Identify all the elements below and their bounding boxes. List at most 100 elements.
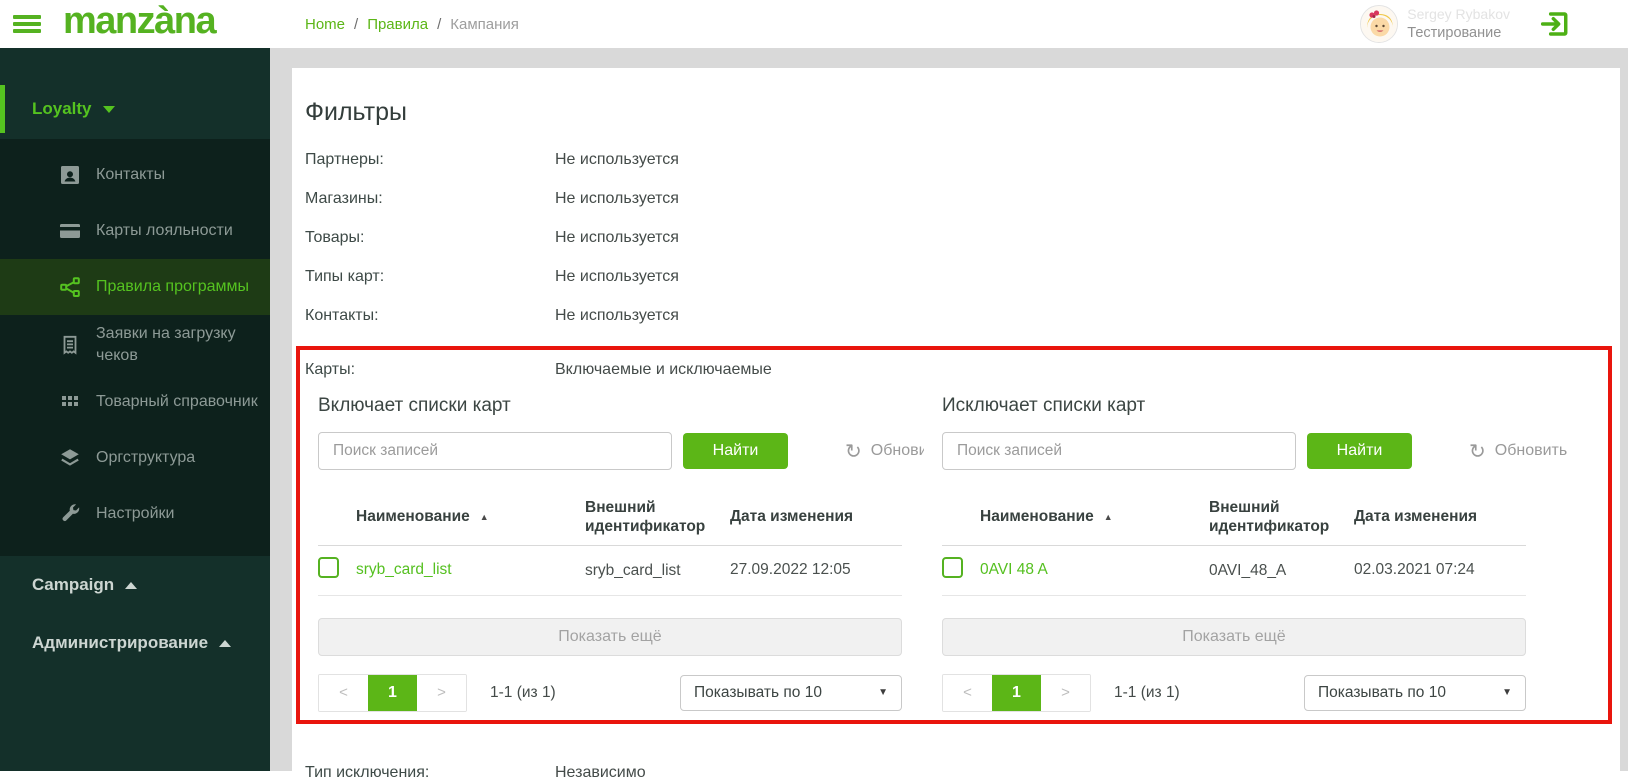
chevron-up-icon	[125, 581, 138, 589]
cell-modified: 27.09.2022 12:05	[730, 561, 851, 579]
filter-value: Не используется	[555, 307, 679, 324]
column-header-modified[interactable]: Дата изменения	[1354, 508, 1478, 526]
next-page-button[interactable]: >	[417, 674, 466, 711]
refresh-button[interactable]: ↻ Обновить	[1469, 439, 1567, 464]
sidebar-item-label: Настройки	[96, 505, 175, 523]
user-role: Тестирование	[1407, 24, 1502, 41]
grid-icon	[58, 390, 82, 414]
card-list-table: Наименование ▲ Внешний идентификатор Дат…	[318, 498, 902, 596]
column-header-name[interactable]: Наименование ▲	[980, 508, 1209, 526]
filter-value: Включаемые и исключаемые	[555, 361, 772, 378]
filter-row-partners: Партнеры: Не используется	[305, 151, 1612, 169]
row-checkbox[interactable]	[318, 557, 339, 579]
card-list-link[interactable]: 0AVI 48 A	[980, 561, 1048, 579]
next-page-button[interactable]: >	[1041, 674, 1090, 711]
breadcrumb-rules[interactable]: Правила	[367, 15, 429, 33]
prev-page-button[interactable]: <	[943, 674, 992, 711]
user-zone[interactable]: Sergey Rybakov Тестирование	[1360, 5, 1510, 43]
search-input[interactable]	[318, 432, 672, 470]
hamburger-menu-icon[interactable]	[13, 13, 41, 35]
filter-label: Товары:	[305, 229, 365, 246]
row-checkbox[interactable]	[942, 557, 963, 579]
breadcrumb: Home / Правила / Кампания	[270, 16, 1360, 33]
prev-page-button[interactable]: <	[319, 674, 368, 711]
find-button[interactable]: Найти	[1307, 433, 1412, 469]
highlight-box: Карты: Включаемые и исключаемые Включает…	[296, 346, 1612, 724]
search-input[interactable]	[942, 432, 1296, 470]
card-list-link[interactable]: sryb_card_list	[356, 561, 452, 579]
contact-card-icon	[58, 163, 82, 187]
sidebar-item-settings[interactable]: Настройки	[0, 486, 270, 542]
sidebar-section-campaign[interactable]: Campaign	[0, 556, 270, 614]
includes-card-lists-panel: Включает списки карт Найти ↻ Обновить	[318, 381, 924, 712]
page-title: Фильтры	[305, 98, 407, 126]
card-list-panels: Включает списки карт Найти ↻ Обновить	[305, 381, 1608, 712]
chevron-down-icon	[102, 105, 115, 113]
filter-label: Контакты:	[305, 307, 379, 324]
table-header-row: Наименование ▲ Внешний идентификатор Дат…	[318, 498, 902, 546]
page-size-value: Показывать по 10	[694, 683, 822, 701]
find-button[interactable]: Найти	[683, 433, 788, 469]
sidebar-item-label: Карты лояльности	[96, 222, 233, 240]
sidebar-item-product-catalog[interactable]: Товарный справочник	[0, 374, 270, 430]
brand-zone: manzàna	[0, 2, 270, 46]
column-header-label: Наименование	[980, 508, 1094, 526]
main-content: Фильтры Партнеры: Не используется Магази…	[270, 48, 1628, 781]
sidebar-section-loyalty[interactable]: Loyalty	[0, 85, 270, 133]
column-header-modified[interactable]: Дата изменения	[730, 508, 854, 526]
sidebar-section-administration[interactable]: Администрирование	[0, 614, 270, 672]
current-page-button[interactable]: 1	[368, 674, 417, 711]
sidebar-section-label: Администрирование	[32, 633, 209, 653]
show-more-button[interactable]: Показать ещё	[318, 617, 902, 656]
pagination: < 1 > 1-1 (из 1) Показывать по 10 ▼	[942, 673, 1526, 712]
logout-icon[interactable]	[1538, 8, 1570, 40]
card-list-table: Наименование ▲ Внешний идентификатор Дат…	[942, 498, 1526, 596]
column-header-name[interactable]: Наименование ▲	[356, 508, 585, 526]
receipt-icon	[58, 333, 82, 357]
filter-label: Тип исключения:	[305, 763, 430, 781]
sidebar-item-contacts[interactable]: Контакты	[0, 147, 270, 203]
filter-value: Не используется	[555, 229, 679, 246]
sidebar-submenu: Контакты Карты лояльности Правила програ…	[0, 139, 270, 557]
credit-card-icon	[58, 219, 82, 243]
filter-value: Не используется	[555, 268, 679, 285]
chevron-up-icon	[219, 639, 232, 647]
filter-label: Магазины:	[305, 190, 383, 207]
app-logo: manzàna	[63, 0, 217, 42]
table-row: sryb_card_list sryb_card_list 27.09.2022…	[318, 546, 902, 596]
cell-modified: 02.03.2021 07:24	[1354, 561, 1475, 579]
refresh-label: Обновить	[870, 442, 924, 459]
filter-row-products: Товары: Не используется	[305, 229, 1612, 247]
filter-value: Не используется	[555, 151, 679, 168]
page-size-select[interactable]: Показывать по 10 ▼	[680, 674, 902, 711]
filter-value: Не используется	[555, 190, 679, 207]
refresh-icon: ↻	[1469, 440, 1486, 463]
refresh-icon: ↻	[845, 440, 862, 463]
current-page-button[interactable]: 1	[992, 674, 1041, 711]
show-more-button[interactable]: Показать ещё	[942, 617, 1526, 656]
excludes-card-lists-panel: Исключает списки карт Найти ↻ Обновить	[942, 381, 1567, 712]
share-network-icon	[58, 275, 82, 299]
cell-external-id: 0AVI_48_A	[1209, 561, 1287, 579]
wrench-icon	[58, 502, 82, 526]
refresh-button[interactable]: ↻ Обновить	[845, 439, 924, 464]
column-header-external-id[interactable]: Внешний идентификатор	[1209, 499, 1330, 536]
avatar[interactable]	[1360, 5, 1399, 43]
chevron-down-icon: ▼	[878, 687, 888, 699]
user-info: Sergey Rybakov Тестирование	[1407, 6, 1510, 42]
filter-value: Независимо	[555, 763, 646, 781]
breadcrumb-home[interactable]: Home	[305, 15, 346, 33]
search-row: Найти ↻ Обновить	[318, 432, 924, 470]
sidebar-item-org-structure[interactable]: Оргструктура	[0, 430, 270, 486]
search-row: Найти ↻ Обновить	[942, 432, 1608, 470]
page-size-value: Показывать по 10	[1318, 683, 1446, 701]
filters-card: Фильтры Партнеры: Не используется Магази…	[292, 68, 1620, 781]
sidebar-item-label: Товарный справочник	[96, 393, 258, 411]
sidebar-item-label: Оргструктура	[96, 449, 196, 467]
page-size-select[interactable]: Показывать по 10 ▼	[1304, 674, 1526, 711]
filter-label: Партнеры:	[305, 151, 384, 168]
sidebar-item-program-rules[interactable]: Правила программы	[0, 259, 270, 315]
column-header-external-id[interactable]: Внешний идентификатор	[585, 499, 706, 536]
sidebar-item-loyalty-cards[interactable]: Карты лояльности	[0, 203, 270, 259]
sidebar-item-receipt-uploads[interactable]: Заявки на загрузку чеков	[0, 315, 270, 374]
